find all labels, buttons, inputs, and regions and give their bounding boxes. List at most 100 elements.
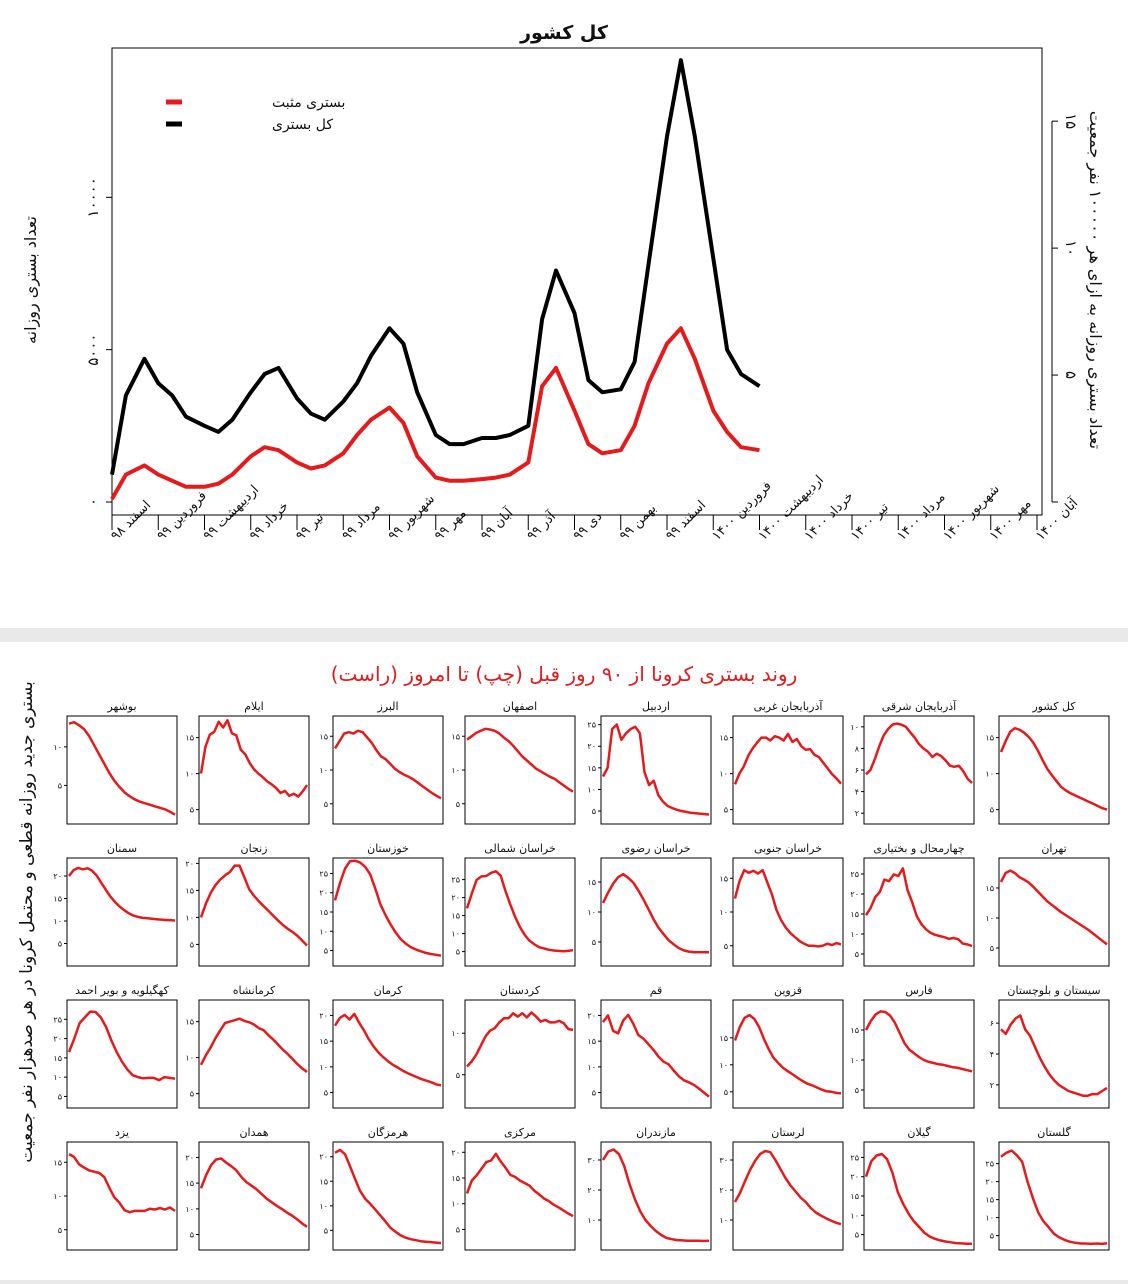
province-small-multiples: بستری جدید روزانه قطعی و محتمل کرونا در … (17, 681, 1110, 1251)
left-tick-label: ۰ (84, 498, 102, 506)
province-panel-frame (332, 857, 444, 967)
province-tick-label: ۱۵ (850, 910, 859, 919)
province-tick-label: ۱۵ (985, 1196, 994, 1205)
province-tick-label: ۱۵ (53, 1158, 62, 1167)
province-tick-label: ۱۰ (985, 914, 994, 923)
province-tick-label: ۱۰ (53, 1192, 62, 1201)
province-trend-line (864, 1152, 972, 1246)
national-chart-panel: کل کشور ۰ ۵۰۰۰ ۱۰۰۰۰ ۰ ۵ ۱۰ ۱۵ تعداد بستری روزا… (0, 0, 1128, 628)
province-panel: البرز ۵ ۱۰ ۱۵ (319, 700, 444, 825)
province-tick-label: ۲۰ (985, 1178, 994, 1187)
province-tick-label: ۱۰ (719, 1061, 728, 1070)
province-tick-label: ۵ (456, 948, 460, 957)
province-tick-label: ۱۰ (719, 908, 728, 917)
province-tick-label: ۱۵ (850, 1192, 859, 1201)
province-tick-label: ۲۰ (850, 890, 859, 899)
province-panel-title: خراسان جنوبی (754, 842, 822, 855)
province-panel: خراسان رضوی ۵ ۱۰ ۱۵ (587, 842, 712, 967)
province-panel: کهگیلویه و بویر احمد ۵ ۱۰ ۱۵ ۲۰ ۲۵ (53, 984, 178, 1109)
province-trend-line (333, 1012, 442, 1087)
province-tick-label: ۲۰ (587, 1186, 596, 1195)
province-panel: کرمان ۵ ۱۰ ۱۵ ۲۰ (319, 984, 444, 1109)
province-panel-title: خراسان رضوی (621, 842, 690, 855)
province-tick-label: ۱۰ (850, 1056, 859, 1065)
province-tick-label: ۱۵ (587, 764, 596, 773)
right-axis-title: تعداد بستری روزانه به ازای هر ۱۰۰۰۰۰ نفر… (1085, 111, 1105, 449)
x-tick-label: تیر ۱۴۰۰ (848, 500, 892, 544)
province-tick-label: ۱۰ (319, 766, 328, 775)
province-panel-title: خوزستان (367, 842, 409, 855)
province-tick-label: ۲۰ (185, 859, 194, 868)
x-tick-label: اسفند ۹۹ (663, 498, 709, 544)
province-panel-frame (66, 857, 178, 967)
province-trend-line (733, 1149, 842, 1226)
province-trend-line (1000, 1149, 1108, 1246)
province-trend-line (466, 727, 574, 793)
x-tick-label: بهمن ۹۹ (617, 501, 660, 544)
province-panel-frame (198, 857, 310, 967)
province-tick-label: ۵ (724, 806, 728, 815)
left-tick-label: ۱۰۰۰۰ (84, 177, 102, 217)
province-panel-frame (998, 857, 1110, 967)
province-panel: مازندران ۱۰ ۲۰ ۳۰ (587, 1126, 712, 1251)
province-panel-title: مرکزی (504, 1126, 536, 1139)
province-panel-title: تهران (1041, 842, 1066, 855)
province-tick-label: ۱۰ (53, 917, 62, 926)
province-panel-title: چهارمحال و بختیاری (873, 842, 964, 855)
province-panel-frame (732, 857, 844, 967)
province-panel: سیستان و بلوچستان ۲ ۴ ۶ (990, 984, 1110, 1109)
province-tick-label: ۱۰ (719, 1216, 728, 1225)
province-tick-label: ۱۵ (719, 874, 728, 883)
province-panel-title: سیستان و بلوچستان (1007, 984, 1100, 997)
province-panel: آذربایجان شرقی ۲ ۴ ۶ ۸ ۱۰ (850, 699, 975, 825)
province-trend-line (999, 726, 1108, 811)
province-panel: کرمانشاه ۵ ۱۰ ۱۵ (185, 984, 310, 1109)
province-tick-label: ۲۰ (185, 1153, 194, 1162)
province-tick-label: ۱۵ (319, 908, 328, 917)
x-tick-label: مهر ۱۴۰۰ (987, 496, 1035, 544)
province-tick-label: ۱۵ (451, 912, 460, 921)
province-tick-label: ۱۰ (451, 1029, 460, 1038)
province-trend-line (601, 1148, 710, 1243)
province-panel-title: خراسان شمالی (484, 842, 556, 855)
province-trend-line (68, 866, 176, 922)
province-panel-frame (198, 1141, 310, 1251)
province-panel: خراسان شمالی ۵ ۱۰ ۱۵ ۲۰ ۲۵ (451, 842, 576, 967)
x-tick-label: خرداد ۹۹ (247, 499, 292, 544)
province-tick-label: ۵ (58, 940, 62, 949)
province-trend-line (864, 867, 973, 948)
left-axis-title: تعداد بستری روزانه (21, 216, 41, 344)
plot-frame (111, 47, 1043, 516)
province-tick-label: ۱۰ (53, 743, 62, 752)
province-tick-label: ۱۵ (451, 732, 460, 741)
province-tick-label: ۱۵ (719, 1034, 728, 1043)
province-panel-frame (332, 1141, 444, 1251)
province-panel-title: لرستان (771, 1126, 804, 1139)
province-tick-label: ۱۰ (319, 927, 328, 936)
province-panel-frame (863, 1141, 975, 1251)
province-tick-label: ۱۵ (587, 1037, 596, 1046)
province-tick-label: ۱۵ (53, 895, 62, 904)
province-tick-label: ۱۰ (185, 1205, 194, 1214)
province-trend-line (466, 1011, 574, 1068)
province-panel-title: فارس (905, 984, 932, 997)
province-panel: قم ۵ ۱۰ ۱۵ ۲۰ (587, 984, 712, 1109)
province-tick-label: ۲۰ (451, 894, 460, 903)
province-panel-title: کل کشور (1031, 700, 1076, 713)
province-trend-line (864, 1010, 973, 1073)
province-tick-label: ۲ (990, 1081, 994, 1090)
province-panel: خوزستان ۵ ۱۰ ۱۵ ۲۰ ۲۵ (319, 842, 444, 967)
province-trend-line (733, 732, 842, 785)
province-panel-frame (198, 715, 310, 825)
province-tick-label: ۱۵ (185, 1179, 194, 1188)
province-panel: هرمزگان ۵ ۱۰ ۱۵ ۲۰ (319, 1126, 444, 1251)
province-panel-title: اصفهان (503, 700, 537, 713)
province-tick-label: ۱۰ (850, 1211, 859, 1220)
province-tick-label: ۱۰ (587, 1063, 596, 1072)
province-tick-label: ۱۰ (319, 1063, 328, 1072)
province-tick-label: ۱۵ (185, 1018, 194, 1027)
province-trend-line (865, 722, 973, 784)
province-tick-label: ۵ (855, 950, 859, 959)
province-panel-frame (66, 1141, 178, 1251)
province-trend-line (999, 869, 1108, 946)
